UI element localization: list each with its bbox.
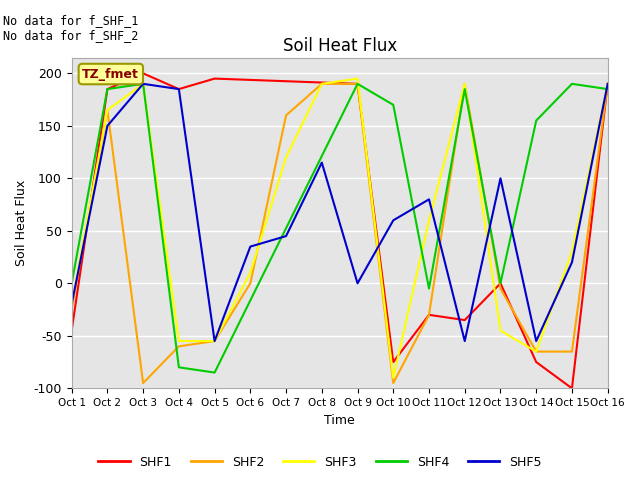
Title: Soil Heat Flux: Soil Heat Flux [282,36,397,55]
SHF4 [461,86,468,92]
SHF4 [497,280,504,286]
SHF3 [497,328,504,334]
SHF1 [604,81,612,87]
SHF1 [497,280,504,286]
SHF1 [140,71,147,76]
SHF5 [175,86,182,92]
SHF5 [318,160,326,166]
SHF2 [568,348,576,354]
SHF4 [604,86,612,92]
SHF2 [354,81,362,87]
SHF3 [246,270,254,276]
SHF1 [104,86,111,92]
SHF3 [175,338,182,344]
SHF5 [104,123,111,129]
SHF3 [318,81,326,87]
SHF1 [425,312,433,318]
SHF3 [282,155,290,160]
SHF5 [354,280,362,286]
SHF2 [246,280,254,286]
SHF2 [604,81,612,87]
SHF3 [354,76,362,82]
SHF5 [461,338,468,344]
SHF5 [604,81,612,87]
SHF5 [532,338,540,344]
SHF2 [532,348,540,354]
SHF5 [140,81,147,87]
SHF5 [68,301,76,307]
Legend: SHF1, SHF2, SHF3, SHF4, SHF5: SHF1, SHF2, SHF3, SHF4, SHF5 [93,451,547,474]
SHF3 [140,81,147,87]
Text: No data for f_SHF_1
No data for f_SHF_2: No data for f_SHF_1 No data for f_SHF_2 [3,14,139,42]
SHF5 [568,260,576,265]
SHF1 [461,317,468,323]
SHF3 [211,338,218,344]
SHF3 [461,81,468,87]
SHF1 [354,81,362,87]
SHF1 [211,76,218,82]
SHF2 [461,81,468,87]
Line: SHF5: SHF5 [72,84,608,341]
SHF2 [68,307,76,312]
SHF4 [104,86,111,92]
SHF4 [140,81,147,87]
SHF5 [246,244,254,250]
Line: SHF2: SHF2 [72,84,608,383]
SHF4 [532,118,540,123]
SHF2 [497,286,504,291]
SHF4 [354,81,362,87]
SHF4 [425,286,433,291]
SHF2 [140,380,147,386]
Line: SHF1: SHF1 [72,73,608,388]
Y-axis label: Soil Heat Flux: Soil Heat Flux [15,180,28,266]
SHF4 [175,364,182,370]
X-axis label: Time: Time [324,414,355,427]
SHF2 [175,344,182,349]
SHF5 [389,217,397,223]
SHF4 [68,280,76,286]
SHF2 [318,81,326,87]
SHF2 [425,312,433,318]
SHF3 [68,301,76,307]
SHF1 [389,359,397,365]
SHF1 [568,385,576,391]
SHF3 [568,249,576,255]
SHF2 [389,380,397,386]
SHF3 [425,217,433,223]
SHF5 [425,196,433,202]
Text: TZ_fmet: TZ_fmet [83,68,140,81]
Line: SHF4: SHF4 [72,84,608,372]
SHF3 [532,348,540,354]
SHF5 [282,233,290,239]
SHF1 [532,359,540,365]
SHF4 [211,370,218,375]
SHF2 [211,338,218,344]
SHF4 [568,81,576,87]
SHF1 [175,86,182,92]
SHF4 [389,102,397,108]
SHF3 [389,375,397,381]
SHF3 [104,107,111,113]
SHF1 [68,328,76,334]
SHF5 [211,338,218,344]
Line: SHF3: SHF3 [72,79,608,378]
SHF2 [104,107,111,113]
SHF2 [282,112,290,118]
SHF5 [497,176,504,181]
SHF3 [604,81,612,87]
